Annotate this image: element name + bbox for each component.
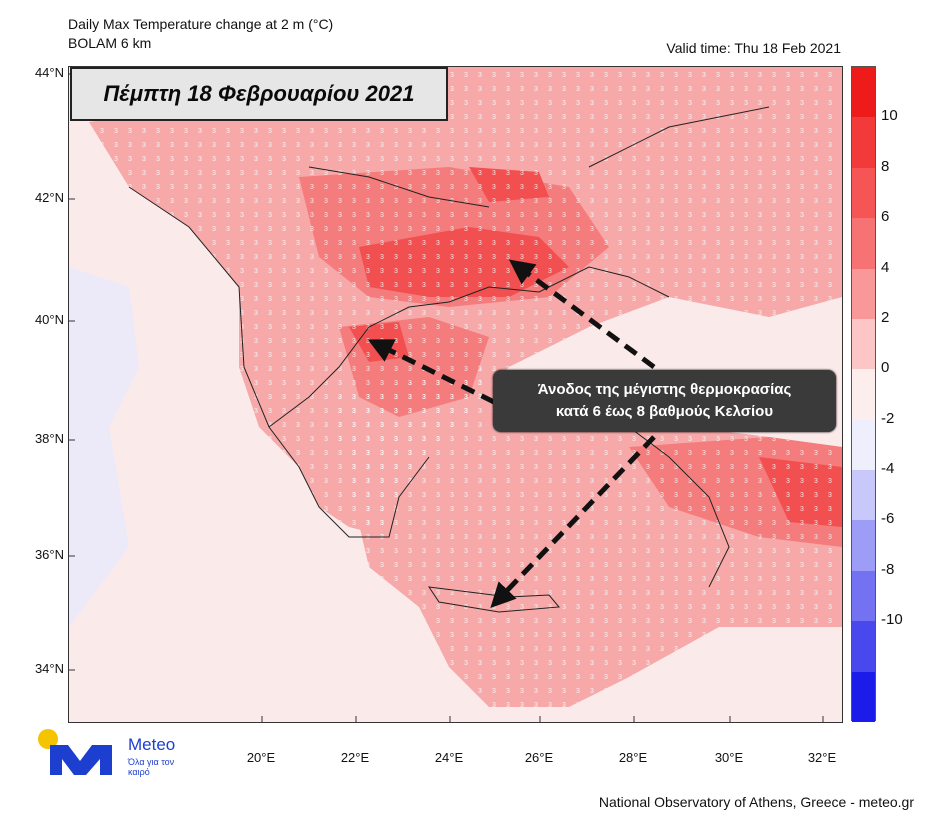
lat-label-36: 36°N bbox=[34, 547, 64, 562]
lon-label-22: 22°E bbox=[340, 750, 370, 765]
colorbar-label: 6 bbox=[881, 208, 890, 226]
lon-label-30: 30°E bbox=[714, 750, 744, 765]
colorbar-segment bbox=[852, 117, 875, 169]
colorbar-label: 2 bbox=[881, 308, 890, 326]
model-name: BOLAM 6 km bbox=[68, 35, 152, 51]
map-panel: 3 bbox=[68, 66, 843, 723]
colorbar-segment bbox=[852, 318, 875, 370]
colorbar-segment bbox=[852, 369, 875, 421]
colorbar-label: 10 bbox=[881, 107, 898, 125]
colorbar-label: 4 bbox=[881, 258, 890, 276]
brand-tagline: Όλα για τον καιρό bbox=[128, 757, 175, 777]
colorbar-segment bbox=[852, 419, 875, 471]
colorbar-label: -4 bbox=[881, 460, 895, 478]
callout-line-1: Άνοδος της μέγιστης θερμοκρασίας bbox=[537, 381, 792, 398]
colorbar-segment bbox=[852, 268, 875, 320]
colorbar-segment bbox=[852, 67, 875, 118]
lat-label-38: 38°N bbox=[34, 431, 64, 446]
colorbar-segment bbox=[852, 621, 875, 673]
colorbar-label: 0 bbox=[881, 359, 890, 377]
lat-label-44: 44°N bbox=[34, 65, 64, 80]
lon-label-26: 26°E bbox=[524, 750, 554, 765]
colorbar-label: 8 bbox=[881, 157, 890, 175]
callout-line-2: κατά 6 έως 8 βαθμούς Κελσίου bbox=[555, 403, 774, 420]
colorbar-segment bbox=[852, 167, 875, 219]
valid-time: Valid time: Thu 18 Feb 2021 bbox=[666, 40, 841, 56]
colorbar-label: -6 bbox=[881, 510, 895, 528]
lon-label-24: 24°E bbox=[434, 750, 464, 765]
lat-label-34: 34°N bbox=[34, 661, 64, 676]
annotation-callout: Άνοδος της μέγιστης θερμοκρασίας κατά 6 … bbox=[493, 370, 836, 432]
brand-name: Meteo bbox=[128, 735, 176, 754]
colorbar-label: -10 bbox=[881, 611, 903, 629]
meteo-logo-icon bbox=[38, 729, 112, 775]
colorbar-segment bbox=[852, 570, 875, 622]
lon-label-28: 28°E bbox=[618, 750, 648, 765]
lon-label-32: 32°E bbox=[807, 750, 837, 765]
colorbar-segment bbox=[852, 218, 875, 270]
colorbar-segment bbox=[852, 520, 875, 572]
footer-credit: National Observatory of Athens, Greece -… bbox=[598, 794, 914, 810]
colorbar bbox=[851, 66, 876, 723]
lon-label-20: 20°E bbox=[246, 750, 276, 765]
colorbar-segment bbox=[852, 470, 875, 521]
lat-label-40: 40°N bbox=[34, 312, 64, 327]
lat-label-42: 42°N bbox=[34, 190, 64, 205]
map-canvas: 3 bbox=[69, 67, 842, 722]
chart-title: Daily Max Temperature change at 2 m (°C) bbox=[68, 16, 334, 32]
colorbar-label: -2 bbox=[881, 409, 895, 427]
colorbar-label: -8 bbox=[881, 560, 895, 578]
date-banner: Πέμπτη 18 Φεβρουαρίου 2021 bbox=[70, 67, 448, 121]
colorbar-segment bbox=[852, 671, 875, 723]
